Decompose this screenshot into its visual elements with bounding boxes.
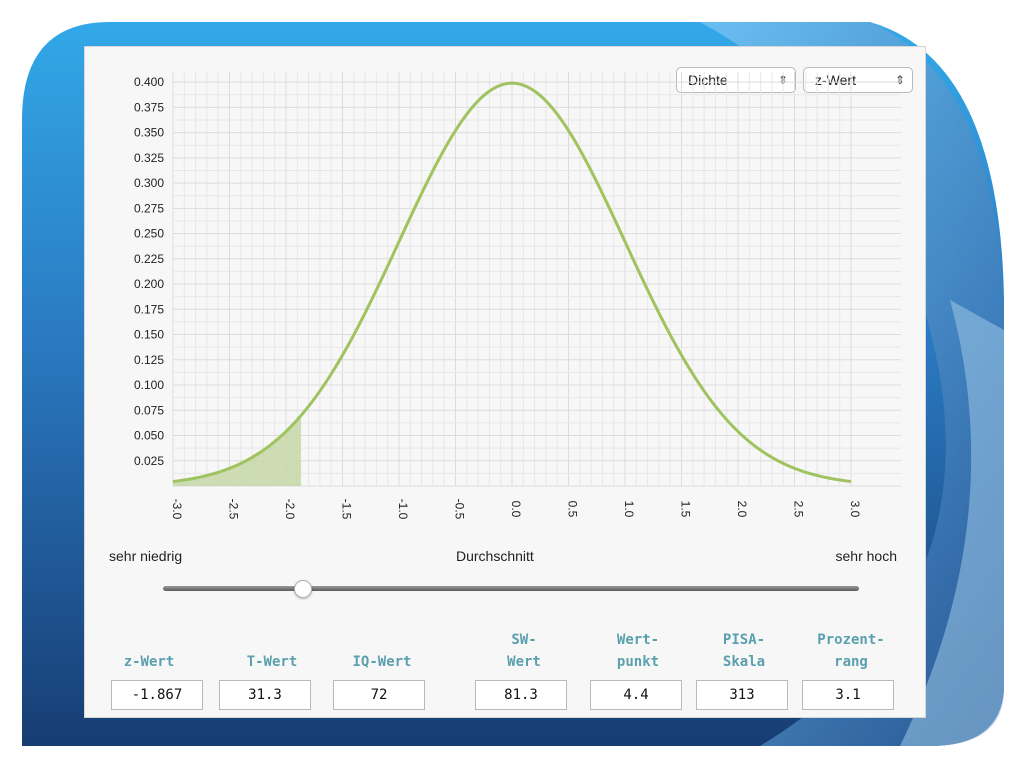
y-tick-label: 0.200 xyxy=(134,277,164,291)
scale-select[interactable]: z-Wert ⇕ xyxy=(803,67,913,93)
y-tick-label: 0.300 xyxy=(134,176,164,190)
density-chart: 0.025 0.050 0.075 0.100 0.125 0.150 0.175 0.200… xyxy=(134,72,901,520)
wertpunkt-input[interactable]: 4.4 xyxy=(590,680,682,710)
shaded-area-below-value xyxy=(173,415,302,486)
x-tick-label: 3.0 xyxy=(848,501,862,518)
scale-label-high: sehr hoch xyxy=(835,548,897,564)
x-tick-label: 2.5 xyxy=(792,501,806,518)
calculator-panel: Dichte ⇕ z-Wert ⇕ 0.0250.0500.0750.1000.… xyxy=(84,46,926,718)
x-tick-label: -3.0 xyxy=(170,499,184,520)
y-tick-label: 0.350 xyxy=(134,126,164,140)
value-slider-thumb[interactable] xyxy=(294,580,312,598)
iq-wert-input[interactable]: 72 xyxy=(333,680,425,710)
x-tick-label: -2.5 xyxy=(227,499,241,520)
y-tick-label: 0.100 xyxy=(134,378,164,392)
column-header-pisa-skala: PISA- Skala xyxy=(722,632,766,670)
y-tick-label: 0.275 xyxy=(134,201,164,215)
y-tick-label: 0.375 xyxy=(134,100,164,114)
mode-select-value: Dichte xyxy=(688,72,728,88)
t-wert-input[interactable]: 31.3 xyxy=(219,680,311,710)
x-tick-label: 0.0 xyxy=(509,501,523,518)
chart-grid xyxy=(172,72,901,487)
y-tick-label: 0.150 xyxy=(134,328,164,342)
column-header-z-wert: z-Wert xyxy=(123,654,175,670)
prozentrang-input[interactable]: 3.1 xyxy=(802,680,894,710)
pisa-skala-input[interactable]: 313 xyxy=(696,680,788,710)
x-tick-label: -2.0 xyxy=(283,499,297,520)
y-tick-label: 0.025 xyxy=(134,454,164,468)
y-tick-label: 0.050 xyxy=(134,429,164,443)
column-header-iq-wert: IQ-Wert xyxy=(352,654,412,670)
x-tick-label: 1.0 xyxy=(622,501,636,518)
y-tick-label: 0.400 xyxy=(134,75,164,89)
y-tick-label: 0.175 xyxy=(134,302,164,316)
y-tick-label: 0.125 xyxy=(134,353,164,367)
y-tick-label: 0.250 xyxy=(134,227,164,241)
value-slider[interactable] xyxy=(163,586,859,591)
y-tick-label: 0.325 xyxy=(134,151,164,165)
x-tick-label: 1.5 xyxy=(679,501,693,518)
y-axis-ticks: 0.025 0.050 0.075 0.100 0.125 0.150 0.175 0.200… xyxy=(134,75,164,468)
density-curve xyxy=(172,81,852,484)
x-tick-label: -1.5 xyxy=(340,499,354,520)
column-header-t-wert: T-Wert xyxy=(246,654,298,670)
z-wert-input[interactable]: -1.867 xyxy=(111,680,203,710)
y-tick-label: 0.075 xyxy=(134,403,164,417)
scale-label-low: sehr niedrig xyxy=(109,548,183,564)
y-tick-label: 0.225 xyxy=(134,252,164,266)
column-header-wertpunkt: Wert- punkt xyxy=(616,632,660,670)
x-tick-label: 2.0 xyxy=(735,501,749,518)
updown-chevron-icon: ⇕ xyxy=(894,73,905,87)
column-header-sw-wert: SW- Wert xyxy=(507,632,541,670)
mode-select[interactable]: Dichte ⇕ xyxy=(676,67,796,93)
sw-wert-input[interactable]: 81.3 xyxy=(475,680,567,710)
column-header-prozentrang: Prozent- rang xyxy=(817,632,885,670)
scale-label-mid: Durchschnitt xyxy=(456,548,534,564)
x-tick-label: -0.5 xyxy=(453,499,467,520)
x-tick-label: -1.0 xyxy=(396,499,410,520)
scale-select-value: z-Wert xyxy=(815,72,856,88)
x-tick-label: 0.5 xyxy=(566,501,580,518)
x-axis-ticks: -3.0 -2.5 -2.0 -1.5 -1.0 -0.5 0.0 0.5 1.0 1.5 2.0 2… xyxy=(170,499,862,520)
